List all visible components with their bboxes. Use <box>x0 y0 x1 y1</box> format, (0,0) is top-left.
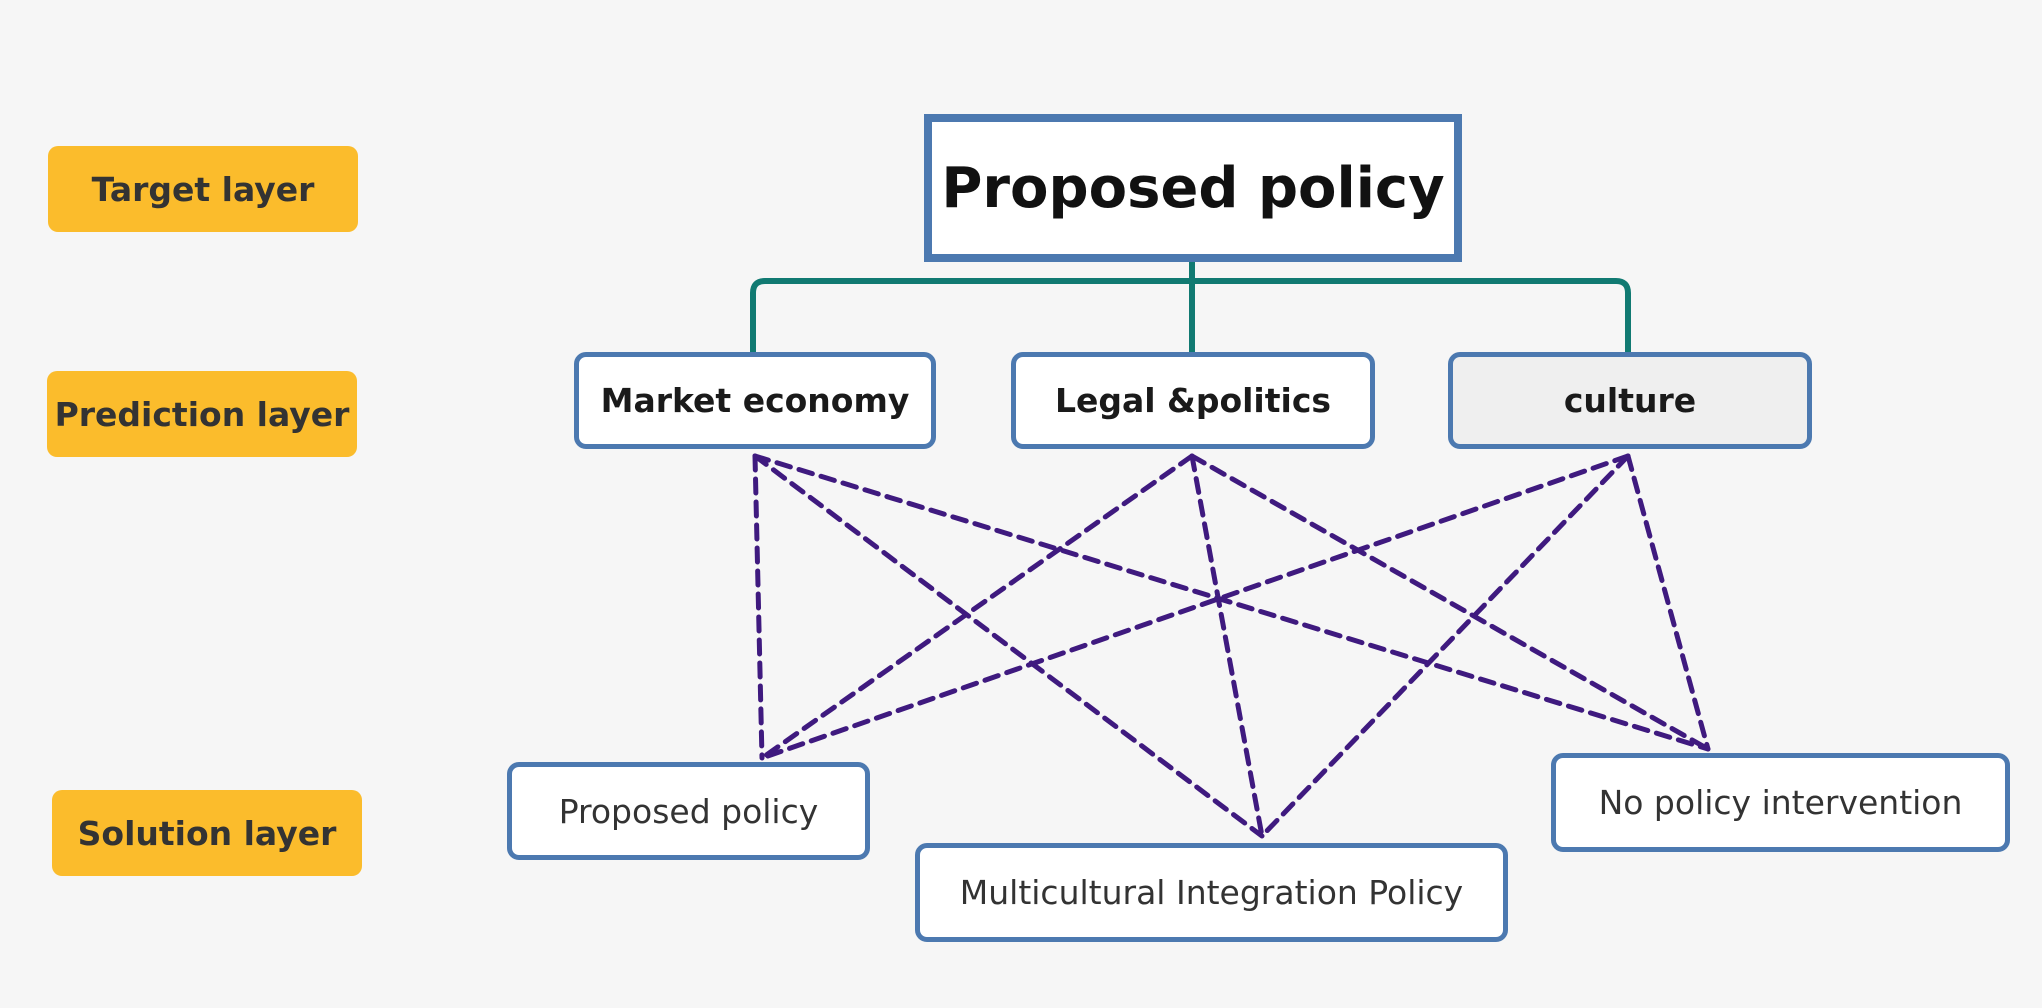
prediction-node-legal-politics: Legal &politics <box>1011 352 1375 449</box>
prediction-node-market-economy: Market economy <box>574 352 936 449</box>
link-legal-politics-to-multicultural-policy <box>1189 453 1265 839</box>
link-legal-politics-to-proposed-policy <box>759 453 1195 761</box>
layer-label-prediction: Prediction layer <box>47 371 357 457</box>
link-culture-to-multicultural-policy <box>1259 453 1631 839</box>
solution-node-no-policy-intervention: No policy intervention <box>1551 753 2010 852</box>
solution-node-multicultural-integration-policy: Multicultural Integration Policy <box>915 843 1508 942</box>
link-culture-to-proposed-policy <box>759 453 1631 761</box>
layer-label-solution: Solution layer <box>52 790 362 876</box>
connector-target-to-culture <box>1189 278 1631 355</box>
link-market-economy-to-no-intervention <box>752 453 1711 752</box>
connector-target-to-market-economy <box>750 259 1195 355</box>
solution-node-proposed-policy: Proposed policy <box>507 762 870 860</box>
link-market-economy-to-multicultural-policy <box>752 453 1265 839</box>
link-market-economy-to-proposed-policy <box>752 453 765 761</box>
link-culture-to-no-intervention <box>1625 453 1711 752</box>
link-legal-politics-to-no-intervention <box>1189 453 1711 752</box>
layer-label-target: Target layer <box>48 146 358 232</box>
target-node: Proposed policy <box>924 114 1462 262</box>
prediction-node-culture: culture <box>1448 352 1812 449</box>
